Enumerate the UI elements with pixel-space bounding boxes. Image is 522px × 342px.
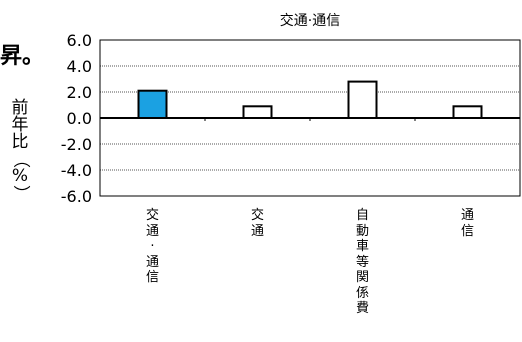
y-axis-label-char: % (11, 166, 29, 186)
bar (137, 89, 168, 119)
bar (242, 105, 273, 120)
text-fragment: 昇。 (0, 44, 45, 69)
y-tick-label: -4.0 (61, 161, 92, 180)
gridlines (100, 65, 520, 171)
y-tick-label: 2.0 (67, 83, 92, 102)
y-tick-label: 0.0 (67, 109, 92, 128)
y-tick-label: 4.0 (67, 57, 92, 76)
category-label: 通信 (460, 208, 474, 239)
y-tick-label: -6.0 (61, 187, 92, 206)
y-axis-label-char: 比 (11, 132, 29, 152)
chart-title: 交通·通信 (280, 12, 340, 29)
y-tick-label: -2.0 (61, 135, 92, 154)
category-label: 交通 (250, 208, 264, 239)
category-label: 交通 · 通信 (145, 208, 159, 285)
bar (452, 105, 483, 120)
y-tick-label: 6.0 (67, 31, 92, 50)
y-axis-label-char: 年 (11, 115, 29, 135)
category-label: 自動車等関係費 (355, 208, 369, 316)
y-axis-label: 前 年 比 （ % ） (10, 98, 31, 203)
bar (347, 80, 378, 119)
x-axis-ticks (204, 118, 416, 121)
bars (137, 80, 483, 120)
y-axis-ticks: 6.0 4.0 2.0 0.0 -2.0 -4.0 -6.0 (61, 31, 92, 206)
y-axis-label-char: 前 (11, 98, 29, 118)
